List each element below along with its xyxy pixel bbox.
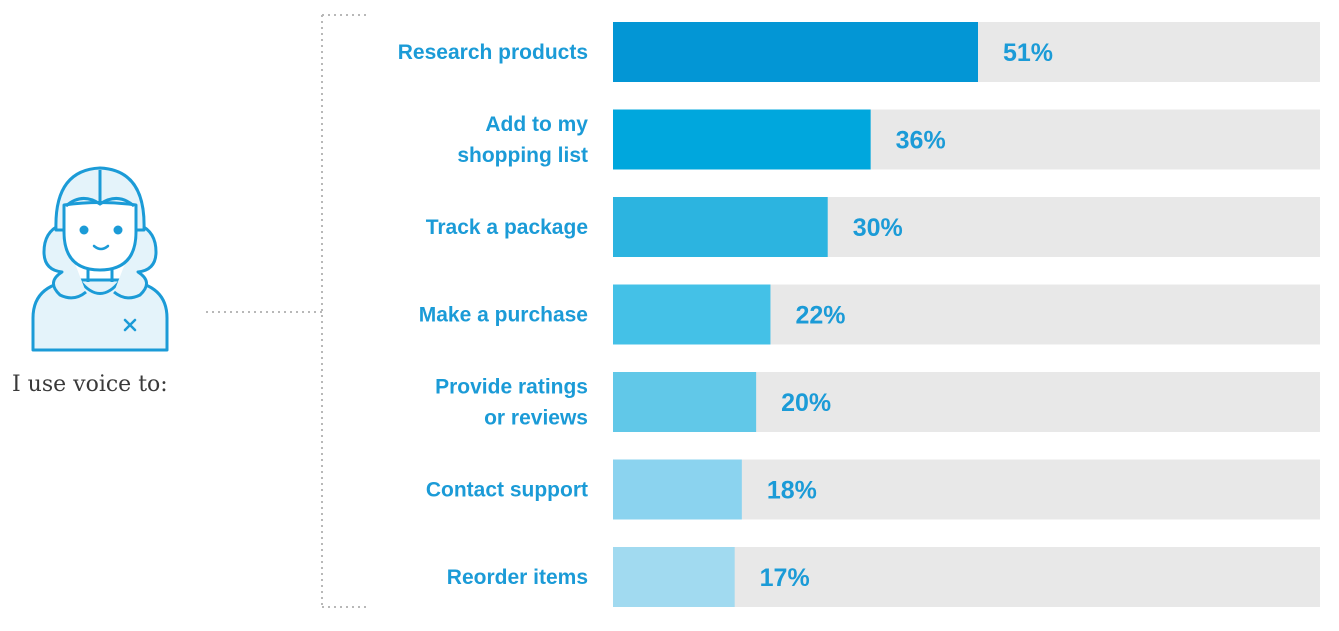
bar	[613, 22, 978, 82]
category-label: Track a package	[426, 216, 588, 239]
value-label: 30%	[853, 214, 903, 242]
bar	[613, 197, 828, 257]
category-label: Reorder items	[447, 566, 588, 589]
chart-caption: I use voice to:	[12, 372, 168, 397]
category-label: Provide ratings or reviews	[435, 376, 588, 430]
bar	[613, 372, 757, 432]
value-label: 18%	[767, 477, 817, 505]
dotted-connector	[206, 14, 370, 608]
value-label: 22%	[795, 302, 845, 330]
bar	[613, 284, 771, 345]
bar	[613, 547, 735, 607]
category-label: Contact support	[426, 479, 588, 502]
person-icon	[31, 166, 169, 352]
value-label: 51%	[1003, 39, 1053, 67]
value-label: 20%	[781, 389, 831, 417]
value-label: 17%	[760, 564, 810, 592]
bar	[613, 459, 742, 520]
category-label: Add to my shopping list	[457, 113, 588, 167]
bar	[613, 109, 871, 170]
category-label: Make a purchase	[419, 304, 588, 327]
category-label: Research products	[398, 41, 588, 64]
value-label: 36%	[896, 127, 946, 155]
bars-layer: 51% Research products 36% Add to my shopping…	[398, 22, 1320, 607]
